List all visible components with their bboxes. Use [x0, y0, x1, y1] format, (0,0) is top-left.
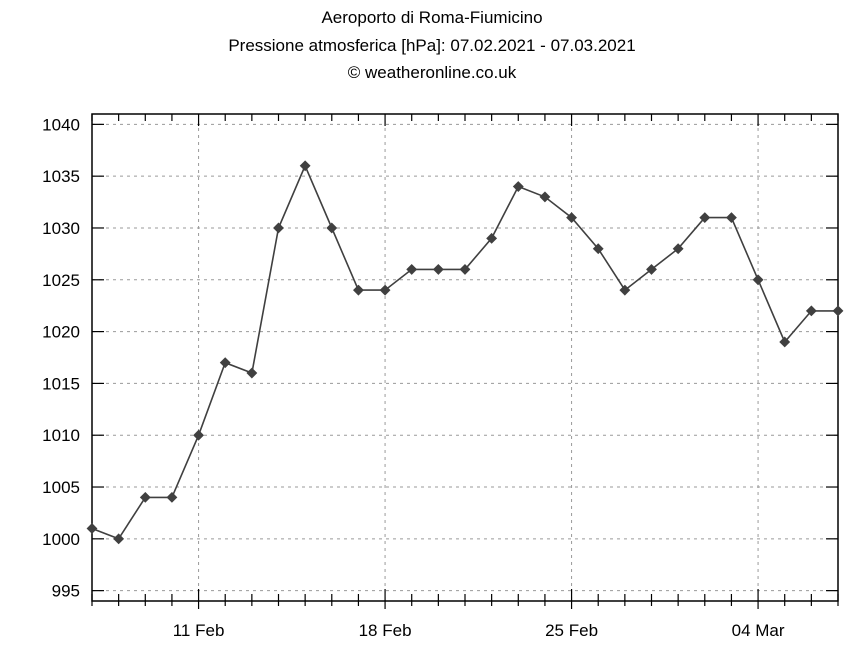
plot-frame [91, 113, 839, 602]
data-point [672, 243, 684, 255]
y-tick-label: 1040 [42, 115, 80, 134]
data-point [486, 232, 498, 244]
data-point [326, 222, 338, 234]
data-point [726, 212, 737, 224]
data-point [646, 264, 657, 275]
x-tick-label: 04 Mar [732, 621, 785, 640]
series-line [91, 163, 838, 540]
chart-titles: Aeroporto di Roma-Fiumicino Pressione at… [0, 4, 864, 87]
data-point [139, 491, 151, 503]
data-point [512, 181, 524, 192]
data-point [353, 284, 364, 296]
data-point [86, 523, 98, 534]
y-axis-labels: 995 1000 1005 1010 1015 1020 1025 1030 1035 1040 [42, 115, 80, 600]
chart-title: Aeroporto di Roma-Fiumicino [321, 8, 543, 27]
data-point [699, 212, 711, 224]
data-point [299, 160, 311, 172]
data-point [459, 264, 471, 275]
data-point [566, 212, 577, 224]
data-point [219, 357, 231, 369]
x-tick-label: 11 Feb [173, 621, 225, 640]
x-tick-label: 25 Feb [545, 621, 598, 640]
data-point [273, 222, 284, 234]
data-point [432, 264, 444, 275]
data-point [193, 429, 204, 441]
pressure-series [86, 160, 844, 545]
chart-credit: © weatheronline.co.uk [347, 63, 517, 82]
data-point [805, 305, 817, 317]
data-point [592, 243, 604, 255]
y-tick-label: 1035 [42, 167, 80, 186]
axis-ticks [91, 114, 839, 609]
data-point [246, 367, 258, 379]
data-point [752, 274, 764, 286]
y-tick-label: 1020 [42, 323, 80, 342]
y-tick-label: 1030 [42, 219, 80, 238]
data-point [166, 491, 178, 503]
y-tick-label: 1010 [42, 426, 80, 445]
data-point [619, 284, 631, 296]
y-tick-label: 1025 [42, 271, 80, 290]
x-axis-labels: 11 Feb 18 Feb 25 Feb 04 Mar [173, 621, 785, 640]
data-point [779, 336, 791, 348]
y-tick-label: 995 [52, 582, 80, 601]
data-point [832, 305, 844, 317]
y-tick-label: 1005 [42, 478, 80, 497]
y-tick-label: 1000 [42, 530, 80, 549]
grid-lines [92, 114, 838, 601]
data-point [406, 264, 418, 275]
y-tick-label: 1015 [42, 374, 80, 393]
data-point [539, 191, 551, 203]
data-point [113, 533, 125, 545]
chart-subtitle: Pressione atmosferica [hPa]: 07.02.2021 … [228, 35, 636, 55]
data-point [379, 284, 391, 296]
x-tick-label: 18 Feb [359, 621, 412, 640]
